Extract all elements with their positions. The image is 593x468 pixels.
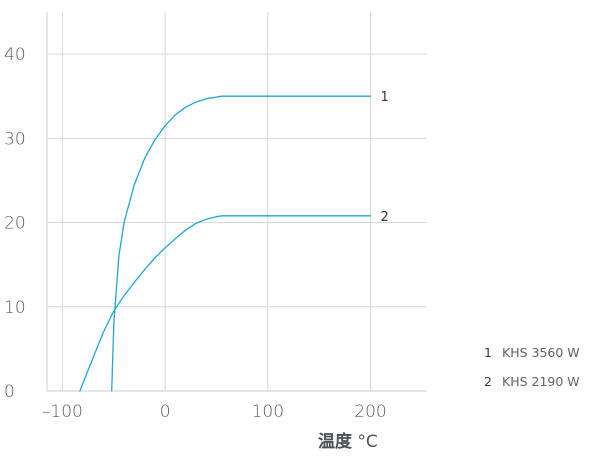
- x-axis-label: 温度 °C: [318, 427, 378, 452]
- x-tick-label: 200: [354, 402, 386, 422]
- x-axis-label-unit: °C: [357, 432, 378, 452]
- legend-key-1: 1: [484, 345, 492, 360]
- series-end-labels: 12: [381, 90, 389, 225]
- series-line-1: [111, 95, 372, 392]
- y-tick-label: 40: [4, 45, 26, 65]
- x-tick-label: –100: [42, 402, 83, 422]
- y-tick-label: 10: [4, 298, 26, 318]
- legend-label-2: KHS 2190 W: [502, 374, 580, 389]
- y-tick-label: 0: [4, 382, 15, 402]
- series-end-label-1: 1: [381, 90, 389, 105]
- x-axis-label-text: 温度: [318, 432, 352, 452]
- x-tick-labels: –100 0 100 200: [42, 402, 387, 422]
- series-end-label-2: 2: [381, 210, 389, 225]
- series-lines: [79, 95, 372, 392]
- x-tick-label: 100: [252, 402, 284, 422]
- series-line-2: [79, 215, 372, 392]
- legend-label-1: KHS 3560 W: [502, 345, 580, 360]
- x-tick-label: 0: [160, 402, 171, 422]
- legend-key-2: 2: [484, 374, 492, 389]
- legend: 1 KHS 3560 W 2 KHS 2190 W: [484, 344, 580, 402]
- y-tick-label: 20: [4, 214, 26, 234]
- legend-item-2: 2 KHS 2190 W: [484, 373, 580, 402]
- y-tick-labels: 0 10 20 30 40: [4, 45, 26, 402]
- legend-item-1: 1 KHS 3560 W: [484, 344, 580, 373]
- grid-lines: [46, 12, 427, 392]
- y-tick-label: 30: [4, 129, 26, 149]
